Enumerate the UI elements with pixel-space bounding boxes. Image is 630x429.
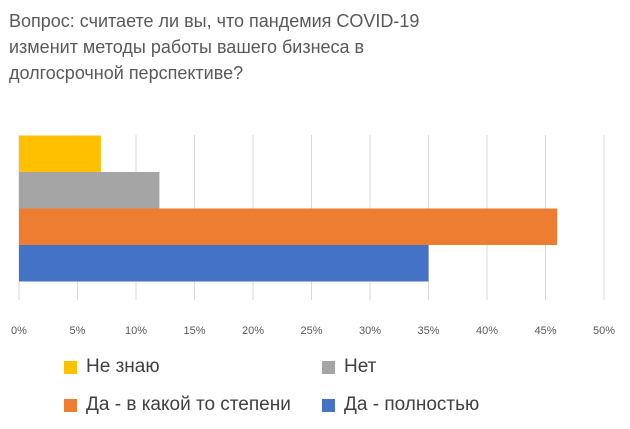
legend-swatch xyxy=(322,360,335,374)
legend-swatch xyxy=(64,398,77,412)
legend-swatch xyxy=(322,398,335,412)
x-tick-label: 10% xyxy=(125,325,147,337)
x-tick-label: 0% xyxy=(11,325,27,337)
chart-title: Вопрос: считаете ли вы, что пандемия COV… xyxy=(9,11,420,83)
x-tick-label: 45% xyxy=(534,325,556,337)
x-tick-label: 5% xyxy=(70,325,86,337)
legend-label: Да - в какой то степени xyxy=(86,394,291,415)
bars xyxy=(19,135,558,282)
legend-label: Да - полностью xyxy=(344,394,480,415)
bar xyxy=(19,208,558,245)
x-tick-label: 15% xyxy=(183,325,205,337)
x-tick-label: 25% xyxy=(300,325,322,337)
x-axis-ticks: 0% 5% 10% 15% 20% 25% 30% 35% 40% 45% 50% xyxy=(11,325,615,337)
legend-item: Да - полностью xyxy=(322,394,479,416)
legend-item: Да - в какой то степени xyxy=(64,394,291,416)
bar xyxy=(19,135,101,172)
bar xyxy=(19,245,429,282)
x-tick-label: 40% xyxy=(476,325,498,337)
legend-item: Не знаю xyxy=(64,356,160,378)
legend-swatch xyxy=(64,360,77,374)
x-tick-label: 30% xyxy=(359,325,381,337)
x-tick-label: 20% xyxy=(242,325,264,337)
x-tick-label: 50% xyxy=(593,325,615,337)
x-tick-label: 35% xyxy=(417,325,439,337)
legend-label: Нет xyxy=(344,356,377,377)
bar xyxy=(19,172,160,209)
legend-item: Нет xyxy=(322,356,376,378)
legend-label: Не знаю xyxy=(86,356,160,377)
